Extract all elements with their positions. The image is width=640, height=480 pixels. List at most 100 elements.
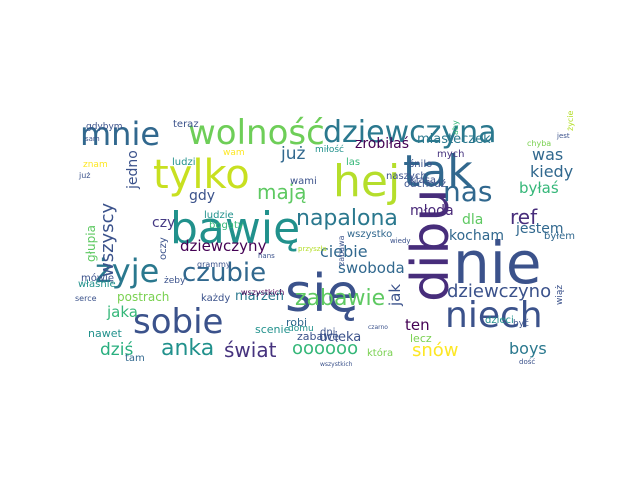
cloud-word: właśnie (78, 279, 116, 290)
cloud-word: miasteczek (417, 132, 491, 147)
cloud-word: teraz (173, 119, 199, 130)
cloud-word: młoda (410, 203, 454, 219)
cloud-word: dziewczyna (323, 115, 497, 150)
cloud-word: dzieci (485, 315, 514, 326)
cloud-word: mówię (81, 273, 114, 284)
cloud-word: mych (437, 149, 465, 160)
cloud-word: dziewczyny (180, 237, 267, 255)
cloud-word: domu (288, 324, 314, 334)
cloud-word: mnie (80, 115, 161, 153)
cloud-word: czubie (182, 258, 267, 288)
cloud-word: żeby (164, 276, 186, 286)
cloud-word: już (79, 171, 91, 180)
cloud-word: tak (403, 146, 473, 197)
cloud-word: nawet (88, 327, 122, 340)
cloud-word: świat (224, 338, 277, 362)
cloud-word: przyszła (298, 245, 327, 253)
cloud-word: aby (451, 120, 460, 135)
cloud-word: czy (152, 215, 176, 231)
cloud-word: jaka (107, 303, 138, 321)
cloud-word: marzeń (235, 289, 285, 304)
cloud-word: naszych (386, 171, 427, 182)
cloud-word: wiąż (555, 284, 565, 305)
cloud-word: gdy (189, 188, 216, 204)
cloud-word: mają (257, 180, 307, 204)
cloud-word: grammy (197, 260, 231, 269)
cloud-word: oooooo (292, 338, 359, 359)
cloud-word: śnilo (409, 159, 433, 170)
cloud-word: zabawa (337, 235, 346, 266)
cloud-word: ciebie (320, 242, 368, 261)
cloud-word: hej (333, 156, 401, 207)
cloud-word: wszystkich (241, 288, 285, 297)
cloud-word: niech (445, 295, 543, 336)
cloud-word: nas (443, 175, 493, 208)
cloud-word: głupia (84, 225, 98, 262)
cloud-word: jak (386, 283, 404, 306)
cloud-word: byłem (544, 231, 576, 242)
cloud-word: sam (85, 135, 100, 143)
cloud-word: ucieka (319, 330, 362, 345)
cloud-word: miłość (315, 145, 344, 155)
cloud-word: wszystkich (320, 361, 353, 368)
cloud-word: gdybym (86, 122, 123, 132)
cloud-word: sobie (133, 302, 224, 342)
cloud-word: nie (453, 229, 542, 297)
cloud-word: ludzie (204, 210, 234, 221)
cloud-word: ref (510, 205, 538, 229)
cloud-word: swoboda (338, 259, 405, 277)
cloud-word: wszyscy (97, 202, 118, 277)
cloud-word: hans (258, 252, 275, 260)
cloud-word: napalona (296, 206, 398, 231)
cloud-word: zabawę (297, 330, 340, 343)
cloud-word: znam (83, 160, 108, 170)
cloud-word: kocham (449, 228, 504, 244)
cloud-word: scenie (255, 323, 291, 336)
cloud-word: jest (557, 132, 570, 140)
cloud-word: dziś (100, 340, 134, 360)
cloud-word: ten (405, 316, 430, 334)
cloud-word: snów (412, 340, 459, 361)
cloud-word: każdy (201, 293, 231, 304)
cloud-word: się (285, 264, 359, 324)
cloud-word: dość (519, 358, 536, 366)
cloud-word: dziewczyno (447, 281, 552, 302)
cloud-word: która (367, 348, 394, 359)
cloud-word: odchodź (404, 179, 447, 190)
cloud-word: serce (75, 294, 97, 303)
cloud-word: robi (286, 316, 308, 329)
cloud-word: dni (320, 327, 336, 338)
cloud-word: was (532, 145, 564, 164)
cloud-word: wam (223, 148, 245, 158)
cloud-word: klasa (410, 175, 437, 186)
cloud-word: chyba (527, 139, 552, 148)
cloud-word: jestem (516, 221, 564, 237)
cloud-word: życie (566, 110, 575, 131)
cloud-word: wiedy (390, 237, 411, 245)
cloud-word: jedno (125, 150, 141, 189)
cloud-word: tam (125, 353, 145, 364)
cloud-word: lecz (410, 332, 432, 345)
cloud-word: postrach (117, 290, 170, 304)
cloud-word: wami (290, 176, 317, 187)
cloud-word: już (281, 144, 306, 164)
cloud-word: ludzi (172, 157, 196, 168)
cloud-word: czarno (368, 324, 388, 331)
cloud-word: wszystko (347, 229, 393, 240)
cloud-word: zrobiłaś (355, 136, 409, 152)
cloud-word: bogaty (209, 220, 244, 231)
cloud-word: bawię (170, 203, 301, 254)
cloud-word: anka (161, 336, 215, 361)
cloud-word: oczy (158, 237, 169, 260)
cloud-word: być (513, 319, 529, 329)
cloud-word: wolność (188, 113, 325, 153)
cloud-word: boys (509, 339, 547, 358)
cloud-word: żyje (95, 252, 160, 290)
cloud-word: byłaś (519, 179, 559, 197)
cloud-word: kiedy (530, 162, 574, 181)
cloud-word: zabawie (295, 286, 386, 311)
cloud-word: las (346, 157, 361, 168)
cloud-word: tylko (153, 152, 250, 198)
cloud-word: dla (462, 212, 484, 228)
